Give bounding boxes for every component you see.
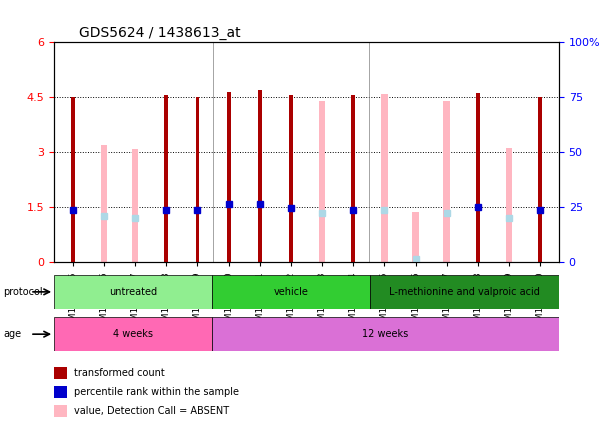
Bar bbox=[164, 96, 168, 262]
Text: age: age bbox=[3, 329, 21, 339]
Bar bbox=[444, 101, 450, 262]
Bar bbox=[132, 149, 138, 262]
Text: 4 weeks: 4 weeks bbox=[113, 329, 153, 339]
Text: protocol: protocol bbox=[3, 287, 43, 297]
Bar bbox=[195, 97, 200, 262]
Bar bbox=[289, 96, 293, 262]
FancyBboxPatch shape bbox=[54, 317, 212, 351]
Bar bbox=[54, 367, 67, 379]
FancyBboxPatch shape bbox=[212, 275, 370, 309]
Text: GDS5624 / 1438613_at: GDS5624 / 1438613_at bbox=[79, 26, 241, 40]
Bar bbox=[538, 97, 542, 262]
Bar bbox=[319, 101, 325, 262]
Bar bbox=[227, 92, 231, 262]
FancyBboxPatch shape bbox=[54, 275, 212, 309]
Bar bbox=[54, 405, 67, 417]
Text: untreated: untreated bbox=[109, 287, 157, 297]
Bar bbox=[352, 96, 355, 262]
Text: transformed count: transformed count bbox=[75, 368, 165, 378]
Bar bbox=[381, 94, 388, 262]
Bar bbox=[476, 93, 480, 262]
FancyBboxPatch shape bbox=[370, 275, 559, 309]
Text: vehicle: vehicle bbox=[273, 287, 308, 297]
Text: 12 weeks: 12 weeks bbox=[362, 329, 409, 339]
Bar bbox=[101, 145, 107, 262]
Bar bbox=[54, 386, 67, 398]
Bar bbox=[71, 97, 75, 262]
Text: percentile rank within the sample: percentile rank within the sample bbox=[75, 387, 239, 397]
Bar bbox=[412, 212, 419, 262]
FancyBboxPatch shape bbox=[212, 317, 559, 351]
Text: L-methionine and valproic acid: L-methionine and valproic acid bbox=[389, 287, 540, 297]
Bar bbox=[258, 90, 261, 262]
Bar bbox=[506, 148, 512, 262]
Text: value, Detection Call = ABSENT: value, Detection Call = ABSENT bbox=[75, 406, 230, 416]
